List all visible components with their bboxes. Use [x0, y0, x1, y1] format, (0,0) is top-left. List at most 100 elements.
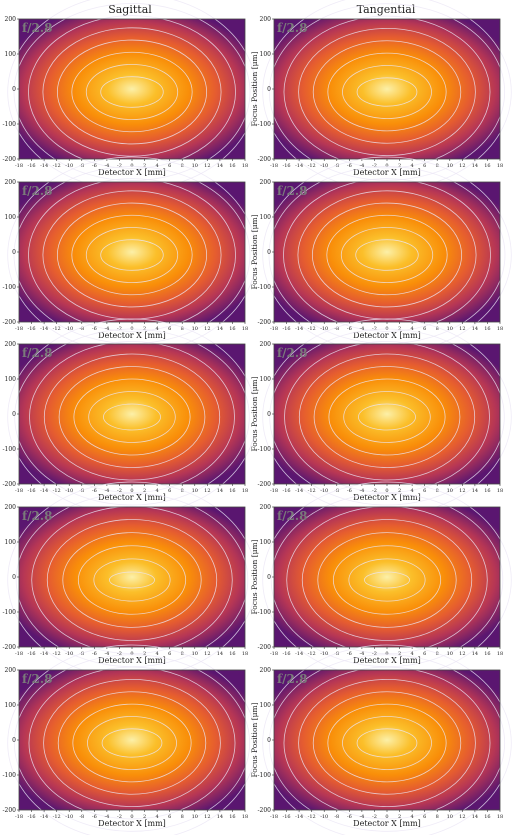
contour-line [284, 341, 490, 493]
contour-line [363, 571, 410, 589]
x-tick-label: -10 [65, 163, 73, 169]
column-title-sagittal: Sagittal [108, 3, 152, 16]
x-axis-label: Detector X [mm] [98, 656, 166, 665]
x-tick-label: -18 [15, 814, 23, 820]
x-tick-label: -16 [28, 326, 36, 332]
x-tick-label: 8 [181, 326, 184, 332]
x-tick-label: -12 [308, 163, 316, 169]
y-tick-label: 100 [260, 376, 272, 383]
contour-line [326, 214, 448, 296]
x-tick-label: 2 [143, 163, 146, 169]
contour-line [77, 545, 187, 615]
contour-line [356, 77, 418, 107]
x-axis-label: Detector X [mm] [353, 493, 421, 502]
x-tick-label: 10 [447, 488, 453, 494]
y-tick-label: 0 [12, 737, 16, 744]
y-tick-label: 100 [260, 702, 272, 709]
x-tick-label: -14 [40, 326, 48, 332]
contour-line [298, 28, 476, 156]
x-tick-label: 14 [472, 326, 478, 332]
contour-line [312, 40, 462, 144]
y-tick-label: 0 [12, 249, 16, 256]
x-tick-label: -14 [295, 163, 303, 169]
x-tick-label: 2 [398, 163, 401, 169]
x-tick-label: -10 [65, 326, 73, 332]
x-tick-label: 2 [143, 814, 146, 820]
x-tick-label: 4 [156, 814, 159, 820]
contour-line [85, 227, 179, 283]
x-tick-label: 6 [168, 488, 171, 494]
x-tick-label: 2 [143, 326, 146, 332]
x-tick-label: -10 [320, 651, 328, 657]
x-tick-label: -14 [40, 651, 48, 657]
x-tick-label: 12 [459, 326, 465, 332]
y-tick-label: -200 [258, 156, 272, 163]
x-tick-label: -12 [53, 326, 61, 332]
contour-line [42, 27, 222, 157]
panel-tangential-3: f/2.8 -18 -16 -14 -12 -10 -8 -6 -4 -2 0 2 4 6 8 10 12 14 1… [250, 318, 512, 516]
x-axis-label: Detector X [mm] [98, 493, 166, 502]
x-tick-label: 18 [497, 326, 503, 332]
x-axis-label: Detector X [mm] [353, 331, 421, 340]
x-tick-label: 10 [447, 326, 453, 332]
x-tick-label: 10 [192, 814, 198, 820]
x-tick-label: -8 [79, 651, 84, 657]
contour-line [109, 571, 156, 589]
x-tick-label: -8 [334, 488, 339, 494]
x-tick-label: 16 [484, 326, 490, 332]
panel-sagittal-2: f/2.8 -18 -16 -14 -12 -10 -8 -6 -4 -2 0 2 4 6 8 10 12 14 1… [3, 156, 257, 354]
x-tick-label: -6 [92, 814, 97, 820]
x-tick-label: -10 [320, 488, 328, 494]
x-tick-label: -16 [283, 326, 291, 332]
x-tick-label: 14 [217, 651, 223, 657]
x-tick-label: 6 [168, 814, 171, 820]
heatmap-field [274, 344, 500, 484]
y-tick-label: 0 [12, 86, 16, 93]
x-tick-label: 16 [484, 163, 490, 169]
y-tick-label: 200 [5, 16, 17, 23]
x-tick-label: -12 [53, 651, 61, 657]
heatmap-field [274, 19, 500, 159]
contour-line [327, 703, 447, 783]
x-tick-label: -16 [283, 651, 291, 657]
contour-line [301, 519, 473, 641]
x-tick-label: 0 [130, 651, 133, 657]
x-tick-label: -18 [270, 814, 278, 820]
x-tick-label: 6 [423, 488, 426, 494]
contour-line [283, 15, 491, 169]
x-tick-label: 2 [143, 651, 146, 657]
x-tick-label: -14 [295, 651, 303, 657]
x-tick-label: 10 [447, 814, 453, 820]
y-tick-label: 0 [267, 411, 271, 418]
y-tick-label: 200 [5, 667, 17, 674]
heatmap-field [19, 344, 245, 484]
x-tick-label: -10 [320, 814, 328, 820]
panel-tangential-4: f/2.8 -18 -16 -14 -12 -10 -8 -6 -4 -2 0 2 4 6 8 10 12 14 1… [250, 481, 512, 679]
contour-line [298, 353, 476, 481]
x-tick-label: -4 [359, 326, 364, 332]
contour-line [269, 328, 505, 506]
x-tick-label: 16 [229, 326, 235, 332]
x-tick-label: -2 [372, 488, 377, 494]
x-tick-label: -6 [347, 814, 352, 820]
heatmap-field [274, 507, 500, 647]
y-tick-label: -200 [3, 319, 17, 326]
y-tick-label: -100 [3, 609, 17, 616]
x-tick-label: 0 [385, 651, 388, 657]
contour-line [268, 166, 506, 344]
x-tick-label: 8 [181, 488, 184, 494]
x-tick-label: 16 [229, 488, 235, 494]
y-tick-label: -100 [258, 446, 272, 453]
x-tick-label: 10 [192, 163, 198, 169]
x-tick-label: -6 [347, 488, 352, 494]
x-tick-label: -8 [79, 814, 84, 820]
y-tick-label: 200 [260, 341, 272, 348]
panel-tangential-5: f/2.8 -18 -16 -14 -12 -10 -8 -6 -4 -2 0 2 4 6 8 10 12 14 1… [250, 644, 512, 835]
x-tick-label: 4 [411, 163, 414, 169]
contour-line [28, 666, 236, 820]
x-tick-label: 8 [181, 651, 184, 657]
x-tick-label: 14 [472, 651, 478, 657]
x-tick-label: 0 [385, 488, 388, 494]
x-tick-label: -8 [79, 326, 84, 332]
y-tick-label: -200 [3, 481, 17, 488]
